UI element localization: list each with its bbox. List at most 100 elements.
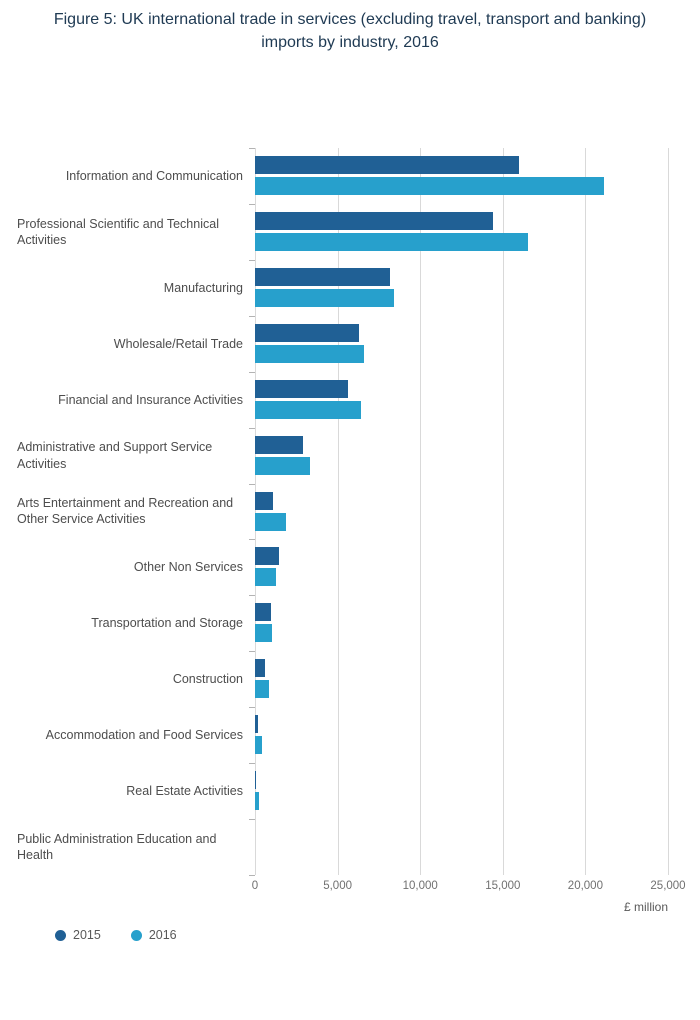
bar-pair	[255, 148, 668, 204]
bar-2015	[255, 323, 360, 342]
chart-row: Wholesale/Retail Trade	[0, 316, 668, 372]
gridline	[337, 148, 339, 875]
y-axis-tick	[249, 819, 255, 820]
y-axis-tick	[249, 875, 255, 876]
legend-label: 2016	[148, 928, 177, 942]
chart-row: Information and Communication	[0, 148, 668, 204]
x-axis-tick-label: 0	[251, 880, 259, 892]
gridline	[502, 148, 504, 875]
chart-row: Manufacturing	[0, 260, 668, 316]
chart-row: Arts Entertainment and Recreation and Ot…	[0, 484, 668, 540]
category-label: Wholesale/Retail Trade	[113, 336, 243, 351]
category-label: Real Estate Activities	[126, 783, 243, 798]
y-axis-tick	[249, 372, 255, 373]
gridlines	[255, 148, 669, 875]
bar-pair	[255, 372, 668, 428]
x-axis-tick-label: 5,000	[323, 880, 352, 892]
x-axis-tick-label: 15,000	[485, 880, 521, 892]
bar-pair	[255, 204, 668, 260]
bar-2016	[255, 568, 277, 587]
bar-2016	[255, 736, 262, 755]
bar-2016	[255, 680, 270, 699]
bar-2016	[255, 512, 287, 531]
gridline	[255, 148, 256, 875]
bar-pair	[255, 651, 668, 707]
bar-2015	[255, 659, 265, 678]
category-label: Construction	[172, 672, 243, 687]
bar-2015	[255, 435, 303, 454]
legend-marker-icon	[130, 929, 142, 941]
bar-pair	[255, 484, 668, 540]
chart-row: Transportation and Storage	[0, 595, 668, 651]
gridline	[585, 148, 587, 875]
chart-title: Figure 5: UK international trade in serv…	[53, 11, 647, 52]
bar-2016	[255, 177, 604, 195]
chart-row: Professional Scientific and Technical Ac…	[0, 204, 668, 260]
y-axis-tick	[249, 260, 255, 261]
category-label: Information and Communication	[65, 168, 243, 183]
x-axis-tick-label: 20,000	[567, 880, 603, 892]
bar-pair	[255, 819, 668, 875]
y-axis-tick	[249, 595, 255, 596]
chart-row: Financial and Insurance Activities	[0, 372, 668, 428]
x-axis-tick-label: 10,000	[402, 880, 438, 892]
chart-row: Accommodation and Food Services	[0, 707, 668, 763]
y-axis-tick	[249, 763, 255, 764]
bar-2016	[255, 400, 361, 419]
y-axis-tick	[249, 316, 255, 317]
category-label: Financial and Insurance Activities	[58, 392, 243, 407]
legend-item-2015[interactable]: 2015	[55, 928, 101, 942]
chart-row: Public Administration Education and Heal…	[0, 819, 668, 875]
y-axis-tick	[249, 707, 255, 708]
category-label: Manufacturing	[163, 280, 243, 295]
x-axis-title: £ million	[623, 900, 668, 914]
bar-2015	[255, 603, 271, 622]
category-label: Accommodation and Food Services	[45, 728, 243, 743]
gridline	[668, 148, 669, 875]
plot-area: Information and Communication Professiona…	[0, 148, 700, 876]
chart-row: Other Non Services	[0, 539, 668, 595]
bar-pair	[255, 260, 668, 316]
bar-2015	[255, 547, 279, 566]
bar-2016	[255, 792, 260, 811]
bar-pair	[255, 595, 668, 651]
y-axis-tick	[249, 484, 255, 485]
bar-2015	[255, 156, 520, 174]
bar-2016	[255, 456, 310, 475]
legend-label: 2015	[73, 928, 101, 942]
bar-pair	[255, 539, 668, 595]
y-axis-tick	[249, 148, 255, 149]
bar-pair	[255, 428, 668, 484]
bar-2016	[255, 344, 365, 363]
x-axis-tick-label: 25,000	[650, 880, 686, 892]
bar-2015	[255, 715, 259, 734]
y-axis-tick	[249, 428, 255, 429]
bar-2015	[255, 491, 274, 510]
y-axis-tick	[249, 204, 255, 205]
y-axis-tick	[249, 651, 255, 652]
legend-marker-icon	[55, 929, 66, 941]
bar-2016	[255, 288, 394, 307]
bar-2016	[255, 232, 528, 251]
bar-2015	[255, 379, 348, 398]
chart-row: Real Estate Activities	[0, 763, 668, 819]
bar-2015	[255, 211, 493, 230]
bar-2015	[255, 267, 391, 286]
bar-pair	[255, 316, 668, 372]
bar-pair	[255, 763, 668, 819]
gridline	[420, 148, 422, 875]
category-label: Arts Entertainment and Recreation and Ot…	[17, 496, 234, 527]
bar-2016	[255, 624, 272, 643]
category-label: Transportation and Storage	[91, 616, 243, 631]
legend: 2015 2016	[55, 928, 177, 942]
y-axis-tick	[249, 539, 255, 540]
bar-2015	[255, 771, 256, 790]
legend-item-2016[interactable]: 2016	[130, 928, 177, 942]
category-label: Other Non Services	[133, 560, 243, 575]
bar-pair	[255, 707, 668, 763]
chart-row: Administrative and Support Service Activ…	[0, 428, 668, 484]
category-label: Public Administration Education and Heal…	[17, 831, 217, 863]
chart-row: Construction	[0, 651, 668, 707]
category-label: Administrative and Support Service Activ…	[17, 440, 213, 471]
